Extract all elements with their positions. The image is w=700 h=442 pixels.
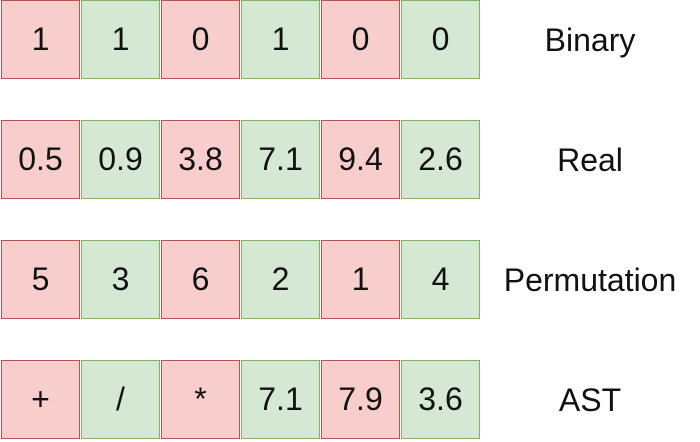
gene-cell: 3.8	[161, 120, 240, 199]
gene-cell: 7.9	[321, 360, 400, 439]
ast-encoding-row: + / * 7.1 7.9 3.6 AST	[1, 360, 699, 440]
gene-cell: +	[1, 360, 80, 439]
gene-cells: 0.5 0.9 3.8 7.1 9.4 2.6	[1, 120, 481, 200]
gene-cell: 7.1	[241, 360, 320, 439]
gene-cell: 1	[321, 240, 400, 319]
gene-cell: 1	[241, 0, 320, 79]
gene-cell: *	[161, 360, 240, 439]
row-label: Binary	[544, 21, 636, 58]
gene-cell: 3.6	[401, 360, 480, 439]
gene-cell: 3	[81, 240, 160, 319]
gene-cell: 1	[81, 0, 160, 79]
gene-cell: 2.6	[401, 120, 480, 199]
gene-cell: 0.9	[81, 120, 160, 199]
gene-cell: 5	[1, 240, 80, 319]
gene-cell: 9.4	[321, 120, 400, 199]
real-encoding-row: 0.5 0.9 3.8 7.1 9.4 2.6 Real	[1, 120, 699, 200]
gene-cell: 0.5	[1, 120, 80, 199]
row-label: Real	[557, 141, 623, 178]
binary-encoding-row: 1 1 0 1 0 0 Binary	[1, 0, 699, 80]
gene-cell: 0	[401, 0, 480, 79]
gene-cell: 7.1	[241, 120, 320, 199]
gene-cell: 4	[401, 240, 480, 319]
row-label: Permutation	[503, 261, 677, 298]
permutation-encoding-row: 5 3 6 2 1 4 Permutation	[1, 240, 699, 320]
row-label: AST	[558, 381, 622, 418]
gene-cells: 1 1 0 1 0 0	[1, 0, 481, 80]
gene-cell: 6	[161, 240, 240, 319]
gene-cell: 2	[241, 240, 320, 319]
gene-cell: 1	[1, 0, 80, 79]
gene-cell: /	[81, 360, 160, 439]
gene-cell: 0	[321, 0, 400, 79]
gene-cells: 5 3 6 2 1 4	[1, 240, 481, 320]
gene-cells: + / * 7.1 7.9 3.6	[1, 360, 481, 440]
gene-cell: 0	[161, 0, 240, 79]
